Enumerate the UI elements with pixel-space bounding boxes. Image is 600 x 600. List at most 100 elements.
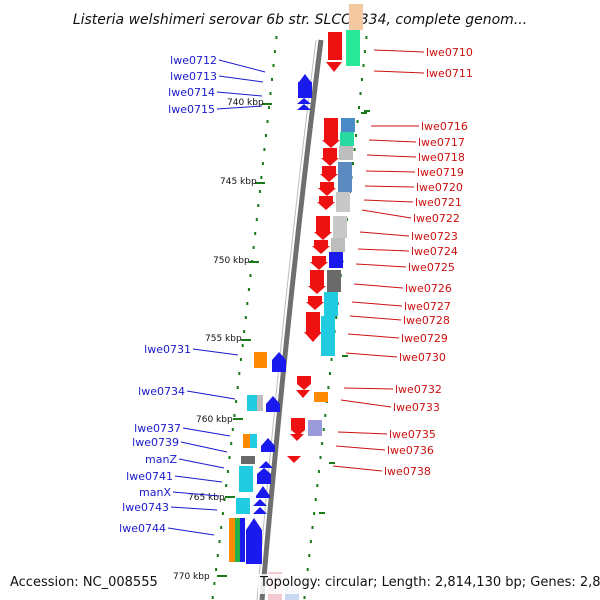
ring-dot: [263, 148, 266, 151]
ring-dot: [216, 554, 219, 557]
connector-line: [332, 465, 383, 472]
gene-lwe0741[interactable]: [239, 466, 253, 492]
gene-label-lwe0734[interactable]: lwe0734: [138, 385, 185, 398]
connector-line: [216, 91, 263, 97]
connector-line: [218, 75, 264, 83]
gene-label-lwe0736[interactable]: lwe0736: [387, 444, 434, 457]
ring-dot: [226, 470, 229, 473]
ring-dot: [271, 78, 273, 81]
gene-label-lwe0719[interactable]: lwe0719: [417, 166, 464, 179]
gene-label-lwe0726[interactable]: lwe0726: [405, 282, 452, 295]
gene-label-lwe0710[interactable]: lwe0710: [426, 46, 473, 59]
gene-label-lwe0732[interactable]: lwe0732: [395, 383, 442, 396]
ring-dot: [335, 316, 338, 319]
ring-dot: [238, 372, 241, 375]
genome-summary: Topology: circular; Length: 2,814,130 bp…: [259, 575, 600, 590]
gene-label-lwe0721[interactable]: lwe0721: [415, 196, 462, 209]
gene-label-lwe0741[interactable]: lwe0741: [126, 470, 173, 483]
gene-label-lwe0714[interactable]: lwe0714: [168, 86, 215, 99]
footer-backdrop: [258, 574, 600, 594]
gene-label-lwe0744[interactable]: lwe0744: [119, 522, 166, 535]
gene-label-lwe0712[interactable]: lwe0712: [170, 54, 217, 67]
ring-dot: [257, 204, 260, 207]
connector-line: [335, 445, 386, 451]
gene-label-lwe0728[interactable]: lwe0728: [403, 314, 450, 327]
gene-label-lwe0737[interactable]: lwe0737: [134, 422, 181, 435]
connector-line: [351, 301, 403, 307]
connector-line: [182, 427, 231, 437]
gene-label-lwe0711[interactable]: lwe0711: [426, 67, 473, 80]
ring-dot: [260, 176, 263, 179]
connector-line: [361, 209, 412, 219]
gene-lwe0739[interactable]: [261, 438, 275, 452]
gene-label-lwe0723[interactable]: lwe0723: [411, 230, 458, 243]
gene-label-lwe0739[interactable]: lwe0739: [132, 436, 179, 449]
gene-lwe0712[interactable]: [299, 74, 311, 82]
map-title: Listeria welshimeri serovar 6b str. SLCC…: [73, 12, 527, 28]
forward-arrow-icon: [259, 461, 273, 468]
ring-dot: [235, 400, 238, 403]
gene-lwe0715[interactable]: [297, 104, 311, 110]
genome-backbone: [256, 39, 324, 600]
gene-lwe0733[interactable]: [314, 392, 328, 402]
ring-dot: [306, 568, 309, 571]
gene-label-lwe0713[interactable]: lwe0713: [170, 70, 217, 83]
gene-lwe0735[interactable]: [291, 418, 305, 436]
ring-dot: [249, 274, 252, 277]
gene-lwe0734[interactable]: [247, 395, 257, 411]
ring-dot: [261, 162, 264, 165]
ring-mark: [342, 355, 348, 357]
ring-dot: [319, 456, 322, 459]
ring-dot: [363, 50, 366, 53]
gene-label-lwe0733[interactable]: lwe0733: [393, 401, 440, 414]
gene-label-lwe0715[interactable]: lwe0715: [168, 103, 215, 116]
connector-line: [365, 170, 416, 173]
gene-label-lwe0743[interactable]: lwe0743: [122, 501, 169, 514]
gene-label-lwe0731[interactable]: lwe0731: [144, 343, 191, 356]
ring-dot: [309, 540, 312, 543]
gene-lwe0731[interactable]: [254, 352, 267, 368]
ring-dot: [228, 456, 231, 459]
ring-dot: [213, 582, 216, 585]
gene-label-lwe0718[interactable]: lwe0718: [418, 151, 465, 164]
forward-arrow-icon: [266, 396, 280, 412]
gene-manX[interactable]: [256, 486, 270, 498]
forward-arrow-icon: [253, 499, 267, 506]
gene-label-lwe0735[interactable]: lwe0735: [389, 428, 436, 441]
gene-lwe0714[interactable]: [297, 98, 311, 104]
connector-line: [357, 248, 410, 252]
gene-label-lwe0725[interactable]: lwe0725: [408, 261, 455, 274]
gene-feature-box: [235, 518, 240, 562]
gene-label-lwe0727[interactable]: lwe0727: [404, 300, 451, 313]
reverse-arrow-icon: [326, 62, 342, 72]
connector-line: [355, 263, 407, 268]
gene-lwe0737[interactable]: [243, 434, 250, 448]
ring-dot: [273, 50, 276, 53]
ring-dot: [211, 596, 214, 599]
connector-line: [373, 70, 425, 74]
gene-lwe0710[interactable]: [328, 32, 342, 60]
gene-label-manX[interactable]: manX: [139, 486, 171, 499]
ring-dot: [220, 526, 223, 529]
gene-label-lwe0729[interactable]: lwe0729: [401, 332, 448, 345]
gene-label-lwe0720[interactable]: lwe0720: [416, 181, 463, 194]
reverse-gene-cluster: [304, 118, 340, 342]
gene-label-lwe0717[interactable]: lwe0717: [418, 136, 465, 149]
ring-dot: [231, 428, 234, 431]
gene-label-lwe0722[interactable]: lwe0722: [413, 212, 460, 225]
gene-lwe0743[interactable]: [236, 498, 250, 514]
gene-label-lwe0716[interactable]: lwe0716: [421, 120, 468, 133]
gene-label-lwe0724[interactable]: lwe0724: [411, 245, 458, 258]
gene-manZ[interactable]: [241, 456, 255, 464]
ring-dot: [272, 64, 275, 67]
gene-lwe0732[interactable]: [297, 376, 311, 390]
gene-lwe0713[interactable]: [298, 82, 312, 98]
gene-label-manZ[interactable]: manZ: [145, 453, 177, 466]
gene-lwe0736[interactable]: [308, 420, 322, 436]
gene-label-lwe0738[interactable]: lwe0738: [384, 465, 431, 478]
ring-dot: [269, 92, 272, 95]
gene-lwe0744[interactable]: [229, 518, 235, 562]
ring-dot: [233, 414, 236, 417]
gene-lwe0738[interactable]: [287, 456, 301, 463]
gene-label-lwe0730[interactable]: lwe0730: [399, 351, 446, 364]
